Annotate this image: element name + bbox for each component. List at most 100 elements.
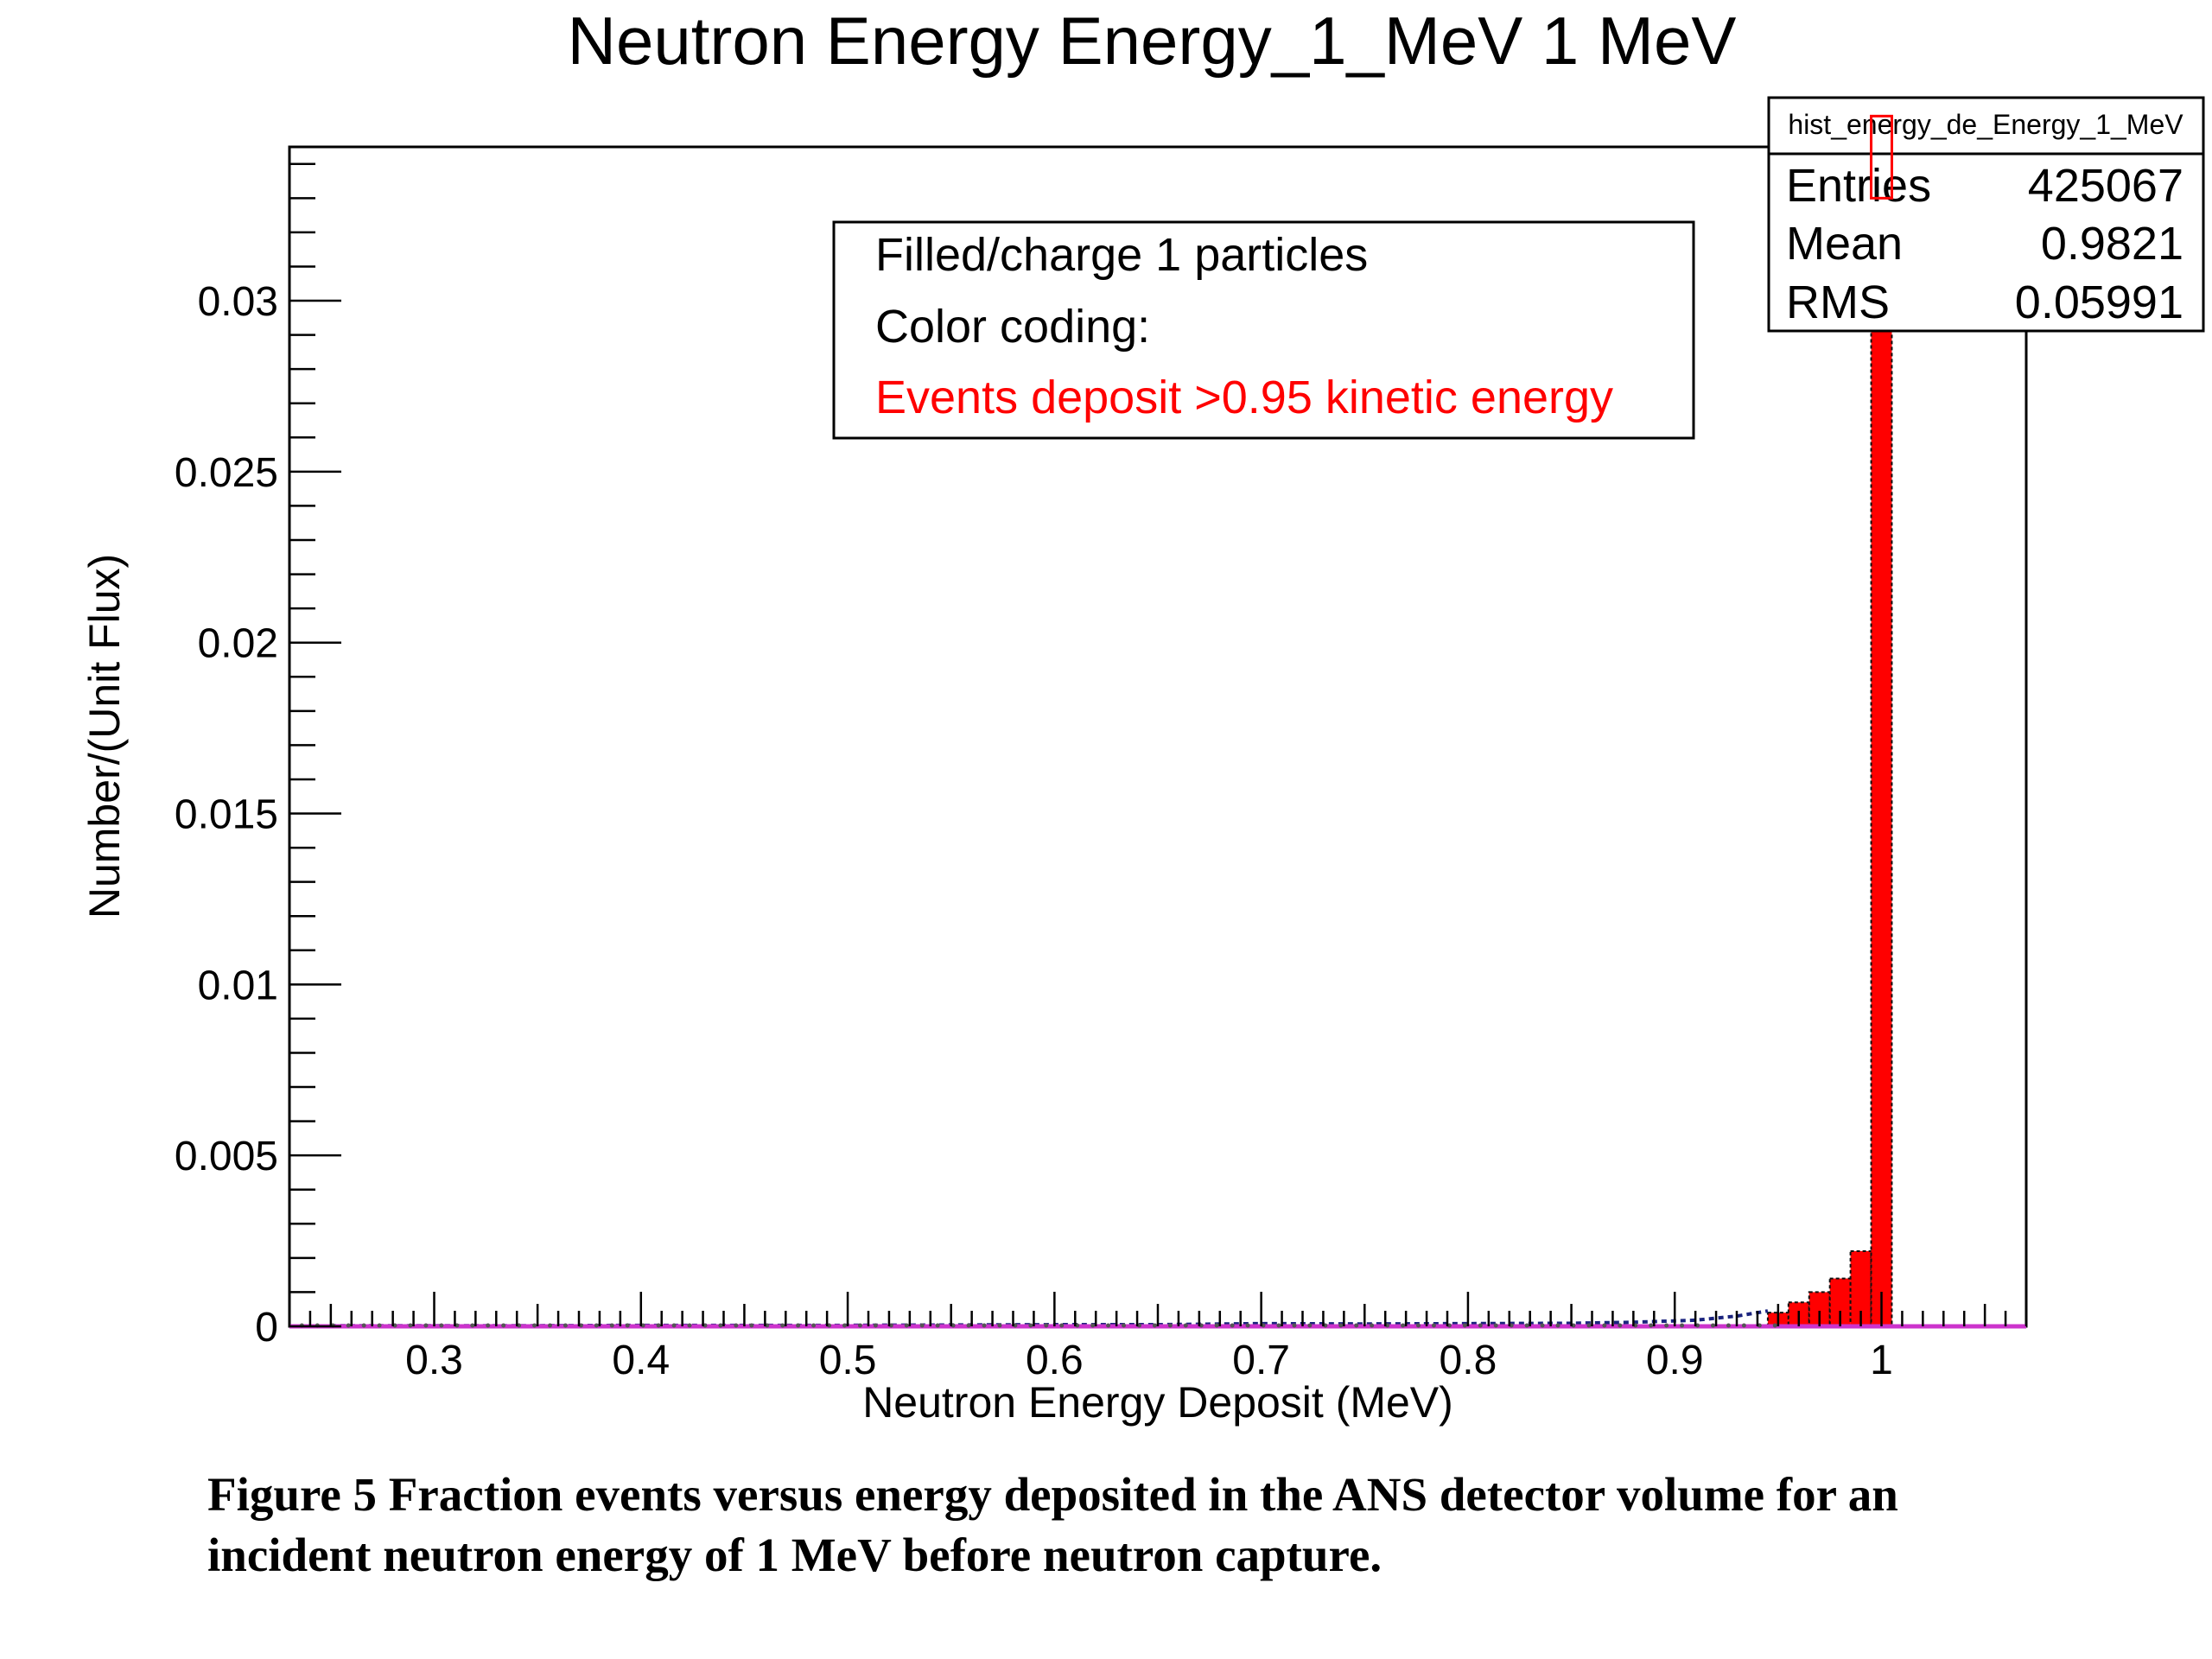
- baseline-marker: [982, 1323, 987, 1328]
- x-tick-label-0: 0.3: [405, 1338, 463, 1383]
- baseline-marker: [1602, 1323, 1607, 1328]
- y-tick-label-6: 0.03: [198, 279, 278, 325]
- baseline-marker: [1354, 1323, 1359, 1328]
- y-tick-label-4: 0.02: [198, 621, 278, 667]
- baseline-marker: [1230, 1323, 1235, 1328]
- baseline-marker: [361, 1323, 366, 1328]
- baseline-marker: [1618, 1323, 1623, 1328]
- baseline-marker: [1090, 1323, 1096, 1328]
- baseline-marker: [1680, 1323, 1685, 1328]
- stats-label-entries: Entries: [1786, 160, 1931, 212]
- baseline-marker: [346, 1323, 351, 1328]
- baseline-marker: [997, 1323, 1002, 1328]
- baseline-marker: [377, 1323, 382, 1328]
- y-tick-label-0: 0: [255, 1305, 278, 1351]
- baseline-marker: [1664, 1323, 1669, 1328]
- baseline-marker: [1122, 1323, 1127, 1328]
- x-tick-label-6: 0.9: [1646, 1338, 1704, 1383]
- baseline-marker: [687, 1323, 692, 1328]
- baseline-marker: [1462, 1323, 1467, 1328]
- baseline-marker: [1028, 1323, 1033, 1328]
- baseline-marker: [563, 1323, 568, 1328]
- baseline-marker: [1245, 1323, 1250, 1328]
- baseline-marker: [1726, 1323, 1731, 1328]
- y-tick-label-3: 0.015: [175, 792, 278, 838]
- baseline-marker: [1772, 1323, 1777, 1328]
- stats-value-mean: 0.9821: [2041, 218, 2183, 270]
- baseline-marker: [966, 1323, 971, 1328]
- x-tick-label-4: 0.7: [1232, 1338, 1290, 1383]
- baseline-marker: [842, 1323, 847, 1328]
- baseline-marker: [1276, 1323, 1281, 1328]
- histogram-bars: [1766, 197, 1893, 1328]
- legend-box: Filled/charge 1 particles Color coding: …: [832, 220, 1695, 440]
- baseline-marker: [625, 1323, 630, 1328]
- baseline-marker: [734, 1323, 739, 1328]
- baseline-marker: [1540, 1323, 1545, 1328]
- stats-value-entries: 425067: [2028, 160, 2183, 212]
- x-tick-label-7: 1: [1870, 1338, 1893, 1383]
- baseline-marker: [501, 1323, 506, 1328]
- baseline-marker: [470, 1323, 475, 1328]
- baseline-marker: [1555, 1323, 1560, 1328]
- baseline-marker: [1292, 1323, 1297, 1328]
- histogram-bar-5: [1870, 197, 1893, 1328]
- baseline-marker: [1059, 1323, 1065, 1328]
- baseline-marker: [1478, 1323, 1483, 1328]
- x-axis-ticks: 0.3 0.4 0.5 0.6 0.7 0.8 0.9 1: [288, 1292, 2028, 1383]
- baseline-marker: [1370, 1323, 1375, 1328]
- stats-box-name: hist_energy_de_Energy_1_MeV: [1788, 109, 2183, 140]
- baseline-marker: [1152, 1323, 1157, 1328]
- series-line-blue: [330, 1309, 1769, 1328]
- baseline-marker: [811, 1323, 817, 1328]
- baseline-marker: [935, 1323, 940, 1328]
- baseline-marker: [532, 1323, 537, 1328]
- baseline-marker: [609, 1323, 614, 1328]
- baseline-marker: [904, 1323, 909, 1328]
- baseline-marker: [548, 1323, 552, 1328]
- baseline-marker: [796, 1323, 801, 1328]
- baseline-marker: [1183, 1323, 1188, 1328]
- baseline-marker: [1586, 1323, 1592, 1328]
- baseline-marker: [1416, 1323, 1421, 1328]
- x-tick-label-2: 0.5: [819, 1338, 877, 1383]
- stats-box: hist_energy_de_Energy_1_MeV Entries 4250…: [1767, 96, 2205, 333]
- chart-title: Neutron Energy Energy_1_MeV 1 MeV: [568, 3, 1737, 79]
- legend-line-1: Filled/charge 1 particles: [875, 229, 1368, 281]
- stats-label-mean: Mean: [1786, 218, 1903, 270]
- baseline-marker: [1044, 1323, 1049, 1328]
- baseline-marker: [486, 1323, 491, 1328]
- baseline-marker: [656, 1323, 661, 1328]
- baseline-marker: [594, 1323, 599, 1328]
- x-tick-label-5: 0.8: [1440, 1338, 1497, 1383]
- x-tick-label-1: 0.4: [612, 1338, 670, 1383]
- baseline-marker: [439, 1323, 444, 1328]
- baseline-marker: [1401, 1323, 1406, 1328]
- y-axis-label: Number/(Unit Flux): [80, 554, 129, 918]
- baseline-marker: [857, 1323, 862, 1328]
- peak-bar-overlay: [1870, 114, 1893, 200]
- baseline-marker: [1649, 1323, 1654, 1328]
- y-tick-label-2: 0.01: [198, 963, 278, 1008]
- legend-line-3: Events deposit >0.95 kinetic energy: [875, 372, 1613, 423]
- x-tick-label-3: 0.6: [1026, 1338, 1084, 1383]
- baseline-marker: [1741, 1323, 1746, 1328]
- baseline-marker: [1167, 1323, 1173, 1328]
- peak-bar-outline: [1870, 114, 1893, 200]
- x-axis-label: Neutron Energy Deposit (MeV): [862, 1378, 1453, 1427]
- baseline-marker: [873, 1323, 878, 1328]
- baseline-marker: [1214, 1323, 1219, 1328]
- y-tick-label-1: 0.005: [175, 1134, 278, 1179]
- baseline-marker: [749, 1323, 754, 1328]
- baseline-marker: [671, 1323, 677, 1328]
- baseline-marker: [408, 1323, 413, 1328]
- baseline-marker: [423, 1323, 429, 1328]
- stats-label-rms: RMS: [1786, 276, 1890, 328]
- baseline-marker: [919, 1323, 925, 1328]
- baseline-marker: [1710, 1323, 1715, 1328]
- baseline-marker: [1338, 1323, 1344, 1328]
- baseline-marker: [718, 1323, 723, 1328]
- legend-line-2: Color coding:: [875, 301, 1150, 353]
- figure-caption: Figure 5 Fraction events versus energy d…: [207, 1468, 1898, 1581]
